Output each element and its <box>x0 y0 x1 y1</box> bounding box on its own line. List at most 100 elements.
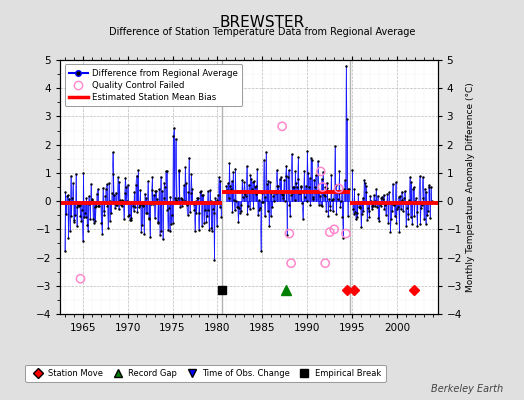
Point <box>206 187 214 194</box>
Point <box>383 200 391 206</box>
Point <box>228 209 237 215</box>
Point <box>139 202 148 208</box>
Point <box>278 194 287 201</box>
Point <box>319 169 327 176</box>
Point <box>276 176 284 182</box>
Point <box>192 210 201 216</box>
Point <box>191 228 199 235</box>
Point <box>126 216 134 223</box>
Point <box>385 189 393 196</box>
Point <box>132 182 140 188</box>
Point <box>108 189 116 196</box>
Point <box>178 196 187 202</box>
Point <box>386 229 395 235</box>
Point <box>421 186 429 192</box>
Point <box>255 196 263 203</box>
Point <box>419 195 428 202</box>
Point <box>379 196 387 202</box>
Point <box>297 183 305 190</box>
Point <box>376 200 384 207</box>
Point <box>159 195 168 201</box>
Point <box>84 228 92 234</box>
Point <box>260 157 268 163</box>
Point <box>114 206 123 213</box>
Point <box>342 62 351 69</box>
Point <box>320 192 328 198</box>
Point <box>422 189 431 195</box>
Point <box>211 194 220 201</box>
Point <box>167 221 175 227</box>
Point <box>258 190 267 196</box>
Point <box>239 188 248 194</box>
Point <box>87 180 95 187</box>
Point <box>325 202 334 209</box>
Point <box>384 220 392 226</box>
Point <box>140 190 149 197</box>
Point <box>426 215 434 221</box>
Point <box>281 172 290 179</box>
Point <box>344 186 353 192</box>
Point <box>254 212 262 218</box>
Point <box>391 213 399 220</box>
Point <box>428 198 436 204</box>
Point <box>370 203 379 209</box>
Y-axis label: Monthly Temperature Anomaly Difference (°C): Monthly Temperature Anomaly Difference (… <box>466 82 475 292</box>
Point <box>100 208 108 214</box>
Text: Difference of Station Temperature Data from Regional Average: Difference of Station Temperature Data f… <box>109 27 415 37</box>
Point <box>232 198 241 204</box>
Point <box>425 183 433 190</box>
Point <box>195 210 204 216</box>
Point <box>250 184 259 190</box>
Point <box>306 202 314 208</box>
Point <box>249 205 258 211</box>
Point <box>240 179 248 186</box>
Point <box>412 208 421 215</box>
Point <box>175 168 183 174</box>
Point <box>171 195 179 202</box>
Point <box>309 196 318 202</box>
Point <box>224 195 233 201</box>
Point <box>388 208 396 214</box>
Point <box>119 216 128 222</box>
Point <box>283 232 291 238</box>
Point <box>348 167 356 173</box>
Point <box>114 174 122 180</box>
Point <box>236 210 244 216</box>
Point <box>151 188 159 195</box>
Point <box>187 190 195 196</box>
Point <box>134 167 143 174</box>
Point <box>61 247 69 254</box>
Point <box>325 196 333 202</box>
Point <box>229 169 237 175</box>
Point <box>294 154 302 160</box>
Point <box>243 163 251 169</box>
Point <box>117 202 125 208</box>
Point <box>172 196 180 203</box>
Point <box>414 198 422 205</box>
Point <box>129 208 138 214</box>
Point <box>329 208 337 214</box>
Point <box>261 194 269 200</box>
Point <box>257 247 265 254</box>
Point <box>405 196 413 203</box>
Point <box>113 202 122 208</box>
Point <box>341 177 349 184</box>
Point <box>300 168 309 174</box>
Point <box>372 186 380 192</box>
Point <box>335 168 344 174</box>
Point <box>328 197 336 203</box>
Point <box>217 214 225 220</box>
Point <box>324 213 332 219</box>
Point <box>176 204 184 210</box>
Point <box>318 176 326 182</box>
Point <box>318 203 326 209</box>
Point <box>236 208 245 214</box>
Point <box>71 211 80 218</box>
Point <box>237 202 246 208</box>
Point <box>424 182 433 189</box>
Point <box>389 201 398 207</box>
Point <box>168 220 177 226</box>
Point <box>365 207 373 214</box>
Point <box>413 222 421 229</box>
Point <box>161 184 169 190</box>
